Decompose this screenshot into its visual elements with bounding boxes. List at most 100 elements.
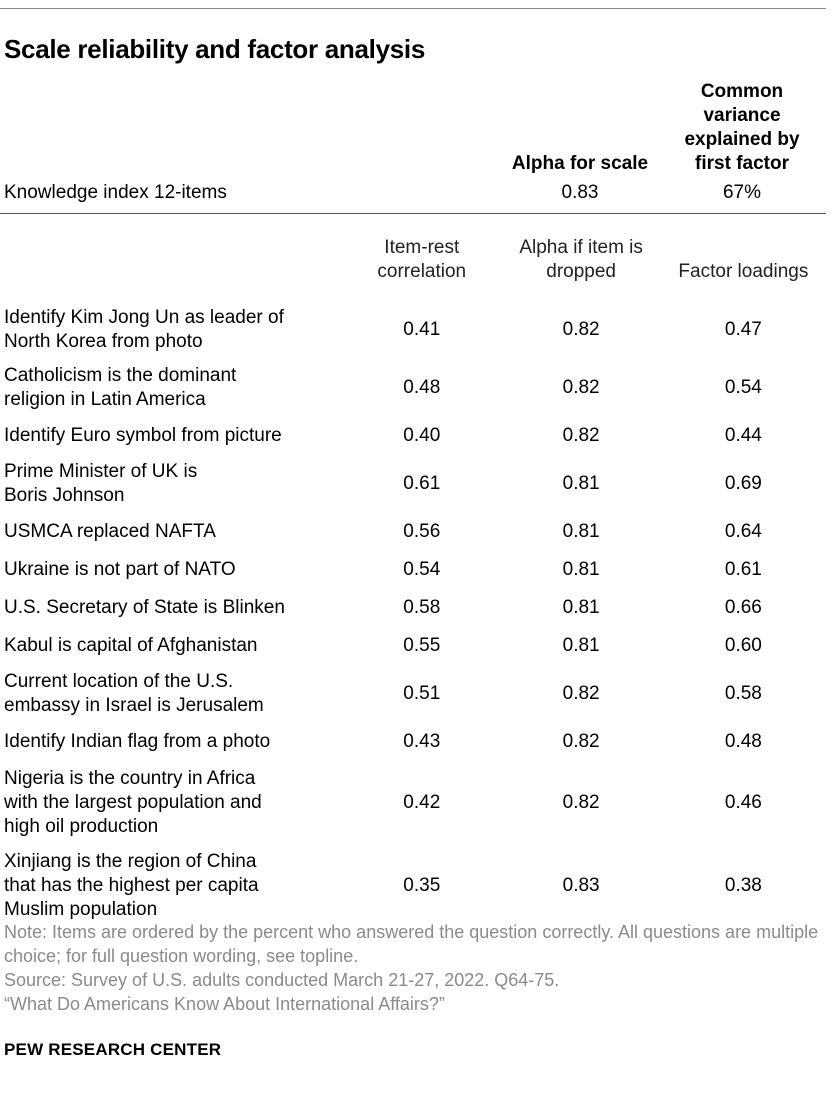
item-column-header	[0, 219, 342, 301]
table-row: Identify Indian flag from a photo 0.43 0.8…	[0, 723, 826, 761]
item-table: Item-rest correlation Alpha if item is dro…	[0, 219, 826, 927]
item-rest-correlation: 0.35	[403, 874, 441, 896]
note-text: Note: Items are ordered by the percent w…	[4, 922, 819, 966]
item-rest-correlation: 0.43	[403, 731, 441, 752]
factor-loading: 0.60	[724, 635, 762, 656]
header-line: explained by	[684, 129, 800, 150]
item-label: Nigeria is the country in Africa with the…	[0, 761, 342, 844]
alpha-for-scale-header: Alpha for scale	[511, 153, 649, 174]
table-row: USMCA replaced NAFTA 0.56 0.81 0.64	[0, 513, 826, 551]
item-label-line: USMCA replaced NAFTA	[4, 521, 216, 542]
item-label: Current location of the U.S. embassy in I…	[0, 665, 342, 723]
item-rest-correlation: 0.56	[403, 521, 441, 542]
item-label: Xinjiang is the region of China that has …	[0, 844, 342, 927]
item-label: Identify Euro symbol from picture	[0, 417, 342, 455]
item-rest-correlation-header: Item-rest correlation	[342, 219, 501, 301]
alpha-if-dropped: 0.81	[562, 597, 600, 618]
item-label-line: Identify Euro symbol from picture	[4, 425, 282, 446]
item-label: Catholicism is the dominant religion in L…	[0, 359, 342, 417]
table-row: U.S. Secretary of State is Blinken 0.58 0.…	[0, 589, 826, 627]
top-rule	[0, 8, 826, 9]
factor-loading: 0.48	[724, 731, 762, 752]
item-label: USMCA replaced NAFTA	[0, 513, 342, 551]
summary-header: Alpha for scale Common variance explaine…	[0, 80, 826, 212]
item-rest-correlation: 0.40	[403, 425, 441, 446]
item-label-line: Xinjiang is the region of China	[4, 850, 257, 872]
factor-loading: 0.64	[724, 521, 762, 542]
variance-header: Common variance explained by first facto…	[662, 80, 822, 176]
alpha-if-dropped: 0.82	[562, 683, 600, 704]
table-row: Kabul is capital of Afghanistan 0.55 0.81 0…	[0, 627, 826, 665]
header-line: Factor loadings	[678, 261, 809, 282]
item-rest-correlation: 0.42	[403, 791, 441, 813]
table-row: Identify Euro symbol from picture 0.40 0.8…	[0, 417, 826, 455]
item-label: U.S. Secretary of State is Blinken	[0, 589, 342, 627]
notes: Note: Items are ordered by the percent w…	[4, 920, 824, 1016]
item-label-line: Prime Minister of UK is	[4, 461, 198, 482]
item-rest-correlation: 0.54	[403, 559, 441, 580]
item-label-line: religion in Latin America	[4, 389, 206, 410]
item-rest-correlation: 0.61	[403, 473, 441, 494]
item-label: Identify Kim Jong Un as leader of North K…	[0, 301, 342, 359]
factor-loadings-header: Factor loadings	[661, 219, 826, 301]
item-label-line: with the largest population and	[4, 791, 262, 813]
alpha-if-dropped: 0.82	[562, 425, 600, 446]
factor-loading: 0.58	[724, 683, 762, 704]
source-text: Source: Survey of U.S. adults conducted …	[4, 970, 560, 990]
brand-logo: PEW RESEARCH CENTER	[4, 1040, 222, 1059]
header-line: Alpha if item is	[519, 237, 643, 258]
item-label-line: North Korea from photo	[4, 331, 203, 352]
item-label-line: U.S. Secretary of State is Blinken	[4, 597, 285, 618]
factor-loading: 0.61	[724, 559, 762, 580]
alpha-if-dropped: 0.81	[562, 559, 600, 580]
item-label-line: Identify Kim Jong Un as leader of	[4, 307, 284, 328]
alpha-if-dropped: 0.82	[562, 791, 600, 813]
alpha-if-dropped: 0.81	[562, 521, 600, 542]
alpha-if-dropped: 0.81	[562, 473, 600, 494]
table-row: Xinjiang is the region of China that has …	[0, 844, 826, 927]
item-rest-correlation: 0.51	[403, 683, 441, 704]
table-row: Catholicism is the dominant religion in L…	[0, 359, 826, 417]
item-label-line: Ukraine is not part of NATO	[4, 559, 236, 580]
item-label: Identify Indian flag from a photo	[0, 723, 342, 761]
header-line: Common	[700, 81, 784, 102]
factor-loading: 0.47	[724, 319, 762, 340]
alpha-if-dropped-header: Alpha if item is dropped	[501, 219, 660, 301]
item-rest-correlation: 0.55	[403, 635, 441, 656]
table-row: Identify Kim Jong Un as leader of North K…	[0, 301, 826, 359]
header-line: correlation	[377, 261, 467, 282]
index-variance: 67%	[722, 182, 762, 203]
header-line: dropped	[546, 261, 616, 282]
alpha-if-dropped: 0.82	[562, 731, 600, 752]
item-label-line: Current location of the U.S.	[4, 671, 234, 692]
item-label-line: Nigeria is the country in Africa	[4, 767, 256, 789]
alpha-if-dropped: 0.81	[562, 635, 600, 656]
header-line: variance	[703, 105, 781, 126]
header-line: Item-rest	[384, 237, 460, 258]
item-rest-correlation: 0.41	[403, 319, 441, 340]
table-row: Current location of the U.S. embassy in I…	[0, 665, 826, 723]
factor-loading: 0.44	[724, 425, 762, 446]
item-label-line: Boris Johnson	[4, 485, 125, 506]
divider	[0, 213, 826, 214]
item-label: Ukraine is not part of NATO	[0, 551, 342, 589]
table-row: Ukraine is not part of NATO 0.54 0.81 0.61	[0, 551, 826, 589]
item-label: Kabul is capital of Afghanistan	[0, 627, 342, 665]
item-label-line: Catholicism is the dominant	[4, 365, 237, 386]
alpha-if-dropped: 0.82	[562, 319, 600, 340]
header-line: first factor	[695, 153, 789, 174]
item-label-line: Identify Indian flag from a photo	[4, 731, 271, 752]
alpha-if-dropped: 0.82	[562, 377, 600, 398]
item-label: Prime Minister of UK is Boris Johnson	[0, 455, 342, 513]
item-label-line: Muslim population	[4, 898, 158, 920]
page-title: Scale reliability and factor analysis	[4, 34, 425, 64]
item-label-line: embassy in Israel is Jerusalem	[4, 695, 264, 716]
factor-loading: 0.54	[724, 377, 762, 398]
index-label: Knowledge index 12-items	[4, 182, 227, 203]
table-row: Nigeria is the country in Africa with the…	[0, 761, 826, 844]
factor-loading: 0.46	[724, 791, 762, 813]
item-rest-correlation: 0.48	[403, 377, 441, 398]
factor-loading: 0.66	[724, 597, 762, 618]
report-title: “What Do Americans Know About Internatio…	[4, 994, 445, 1014]
alpha-if-dropped: 0.83	[562, 874, 600, 896]
